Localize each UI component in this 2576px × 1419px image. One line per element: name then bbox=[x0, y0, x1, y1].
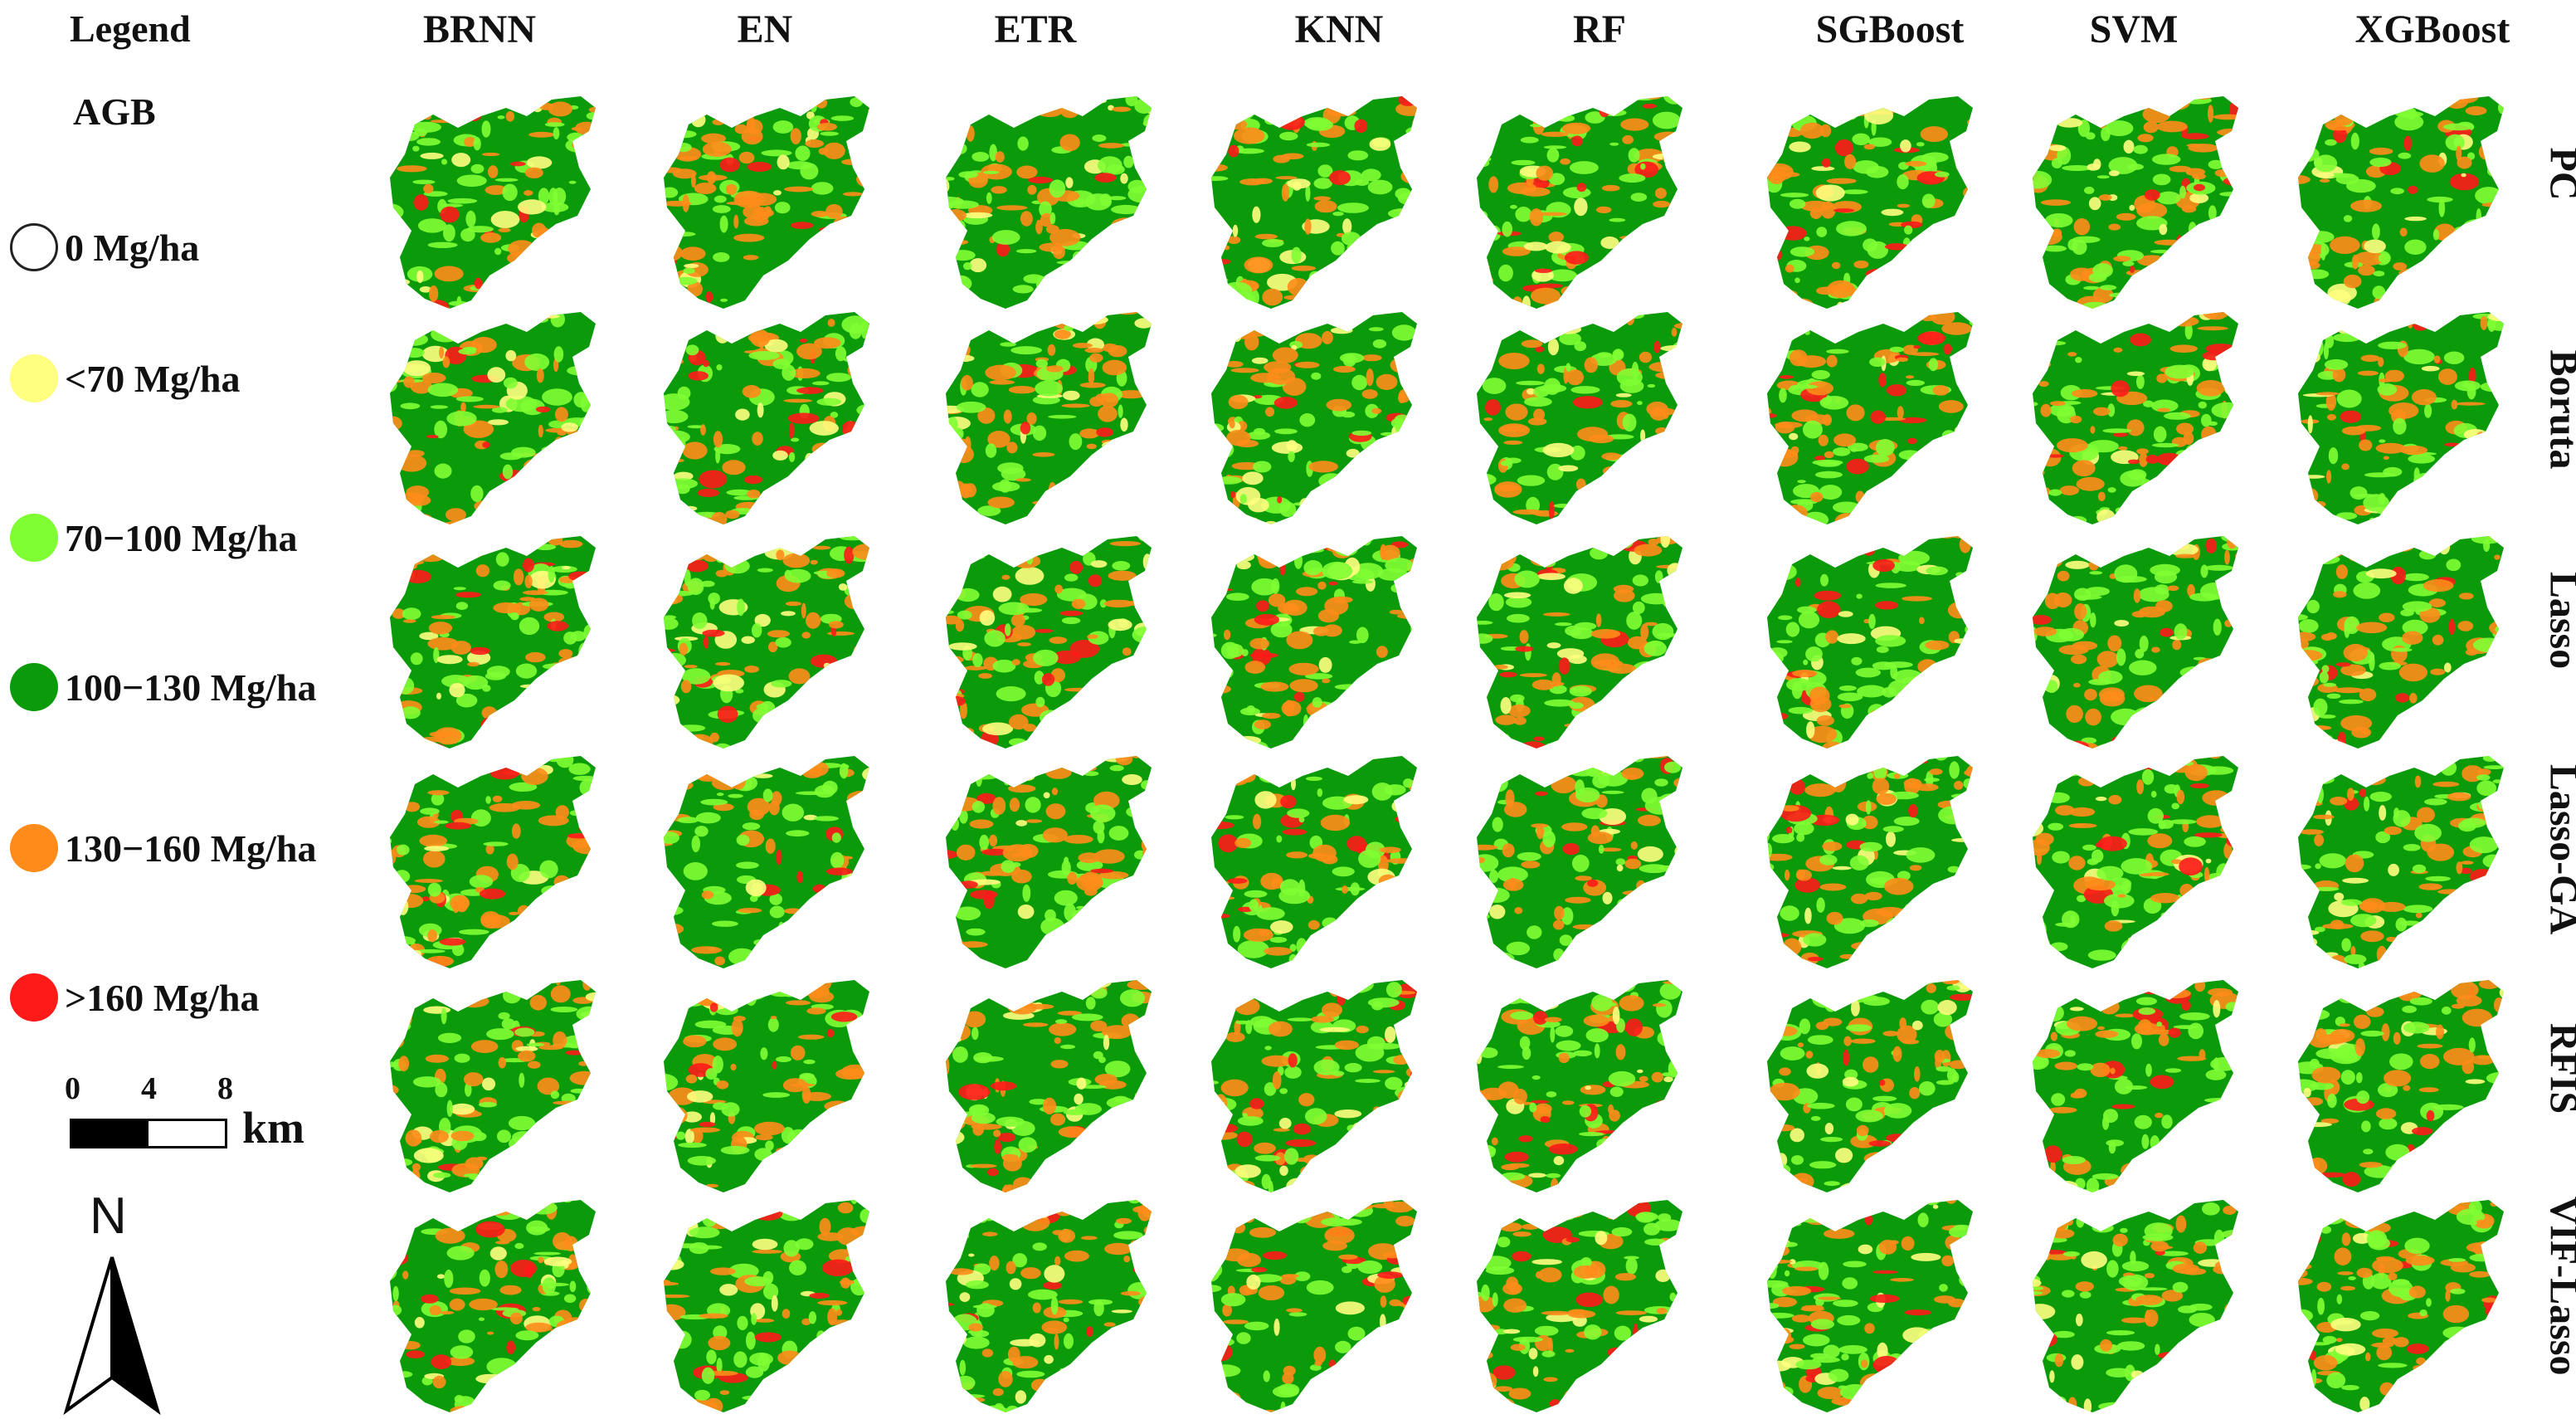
map-lasso-ga-knn bbox=[1211, 756, 1417, 968]
map-lasso-svm bbox=[2033, 536, 2238, 749]
map-rfis-en bbox=[664, 980, 869, 1192]
legend-swatch-5 bbox=[10, 973, 58, 1022]
legend-item-1: <70 Mg/ha bbox=[10, 352, 241, 405]
map-vif-lasso-rf bbox=[1477, 1200, 1682, 1412]
map-rfis-svm bbox=[2033, 980, 2238, 1192]
col-header-7: XGBoost bbox=[2354, 7, 2510, 51]
col-header-0: BRNN bbox=[422, 7, 536, 51]
col-header-4: RF bbox=[1573, 7, 1626, 51]
scale-tick-0: 0 bbox=[65, 1071, 80, 1106]
legend-swatch-4 bbox=[10, 824, 58, 872]
north-label: N bbox=[90, 1187, 127, 1245]
scale-tick-2: 8 bbox=[217, 1071, 233, 1106]
map-boruta-brnn bbox=[390, 312, 596, 524]
map-pc-sgboost bbox=[1767, 96, 1973, 309]
map-lasso-ga-etr bbox=[946, 756, 1152, 968]
legend-item-0: 0 Mg/ha bbox=[10, 221, 199, 274]
legend-swatch-1 bbox=[10, 354, 58, 402]
legend-label-3: 100−130 Mg/ha bbox=[65, 666, 317, 709]
map-rfis-xgboost bbox=[2298, 980, 2504, 1192]
map-lasso-ga-xgboost bbox=[2298, 756, 2504, 968]
scale-bar-graphic bbox=[70, 1119, 227, 1148]
map-boruta-svm bbox=[2033, 312, 2238, 524]
map-boruta-xgboost bbox=[2298, 312, 2504, 524]
map-boruta-knn bbox=[1211, 312, 1417, 524]
map-vif-lasso-etr bbox=[946, 1200, 1152, 1412]
map-boruta-rf bbox=[1477, 312, 1682, 524]
map-boruta-en bbox=[664, 312, 869, 524]
legend-title: Legend bbox=[70, 7, 191, 50]
legend-subtitle: AGB bbox=[73, 90, 156, 133]
map-pc-rf bbox=[1477, 96, 1682, 309]
legend-swatch-0 bbox=[10, 223, 58, 271]
legend-item-2: 70−100 Mg/ha bbox=[10, 511, 298, 564]
map-boruta-etr bbox=[946, 312, 1152, 524]
legend-item-3: 100−130 Mg/ha bbox=[10, 661, 317, 714]
map-boruta-sgboost bbox=[1767, 312, 1973, 524]
map-rfis-knn bbox=[1211, 980, 1417, 1192]
legend-item-4: 130−160 Mg/ha bbox=[10, 822, 317, 875]
north-arrow-icon bbox=[63, 1256, 161, 1416]
map-vif-lasso-xgboost bbox=[2298, 1200, 2504, 1412]
map-pc-knn bbox=[1211, 96, 1417, 309]
scale-unit: km bbox=[242, 1103, 305, 1153]
legend-item-5: >160 Mg/ha bbox=[10, 971, 260, 1024]
map-rfis-rf bbox=[1477, 980, 1682, 1192]
map-rfis-etr bbox=[946, 980, 1152, 1192]
map-vif-lasso-en bbox=[664, 1200, 869, 1412]
map-pc-svm bbox=[2033, 96, 2238, 309]
scale-tick-1: 4 bbox=[141, 1071, 157, 1106]
map-lasso-ga-sgboost bbox=[1767, 756, 1973, 968]
legend-label-0: 0 Mg/ha bbox=[65, 226, 200, 269]
map-rfis-brnn bbox=[390, 980, 596, 1192]
legend-swatch-2 bbox=[10, 514, 58, 562]
map-rfis-sgboost bbox=[1767, 980, 1973, 1192]
map-lasso-sgboost bbox=[1767, 536, 1973, 749]
map-pc-brnn bbox=[390, 96, 596, 309]
map-lasso-ga-en bbox=[664, 756, 869, 968]
legend-label-1: <70 Mg/ha bbox=[65, 357, 241, 400]
map-pc-xgboost bbox=[2298, 96, 2504, 309]
map-vif-lasso-sgboost bbox=[1767, 1200, 1973, 1412]
map-lasso-ga-svm bbox=[2033, 756, 2238, 968]
map-lasso-etr bbox=[946, 536, 1152, 749]
map-vif-lasso-svm bbox=[2033, 1200, 2238, 1412]
map-vif-lasso-knn bbox=[1211, 1200, 1417, 1412]
map-lasso-ga-brnn bbox=[390, 756, 596, 968]
map-pc-en bbox=[664, 96, 869, 309]
map-pc-etr bbox=[946, 96, 1152, 309]
col-header-1: EN bbox=[737, 7, 793, 51]
map-lasso-brnn bbox=[390, 536, 596, 749]
map-lasso-knn bbox=[1211, 536, 1417, 749]
legend-label-2: 70−100 Mg/ha bbox=[65, 516, 298, 559]
map-lasso-xgboost bbox=[2298, 536, 2504, 749]
col-header-3: KNN bbox=[1294, 7, 1384, 51]
col-header-2: ETR bbox=[994, 7, 1077, 51]
legend-label-4: 130−160 Mg/ha bbox=[65, 827, 317, 870]
legend-swatch-3 bbox=[10, 663, 58, 711]
map-lasso-en bbox=[664, 536, 869, 749]
legend-label-5: >160 Mg/ha bbox=[65, 976, 260, 1019]
map-lasso-ga-rf bbox=[1477, 756, 1682, 968]
map-vif-lasso-brnn bbox=[390, 1200, 596, 1412]
col-header-6: SVM bbox=[2089, 7, 2179, 51]
col-header-5: SGBoost bbox=[1815, 7, 1965, 51]
map-lasso-rf bbox=[1477, 536, 1682, 749]
